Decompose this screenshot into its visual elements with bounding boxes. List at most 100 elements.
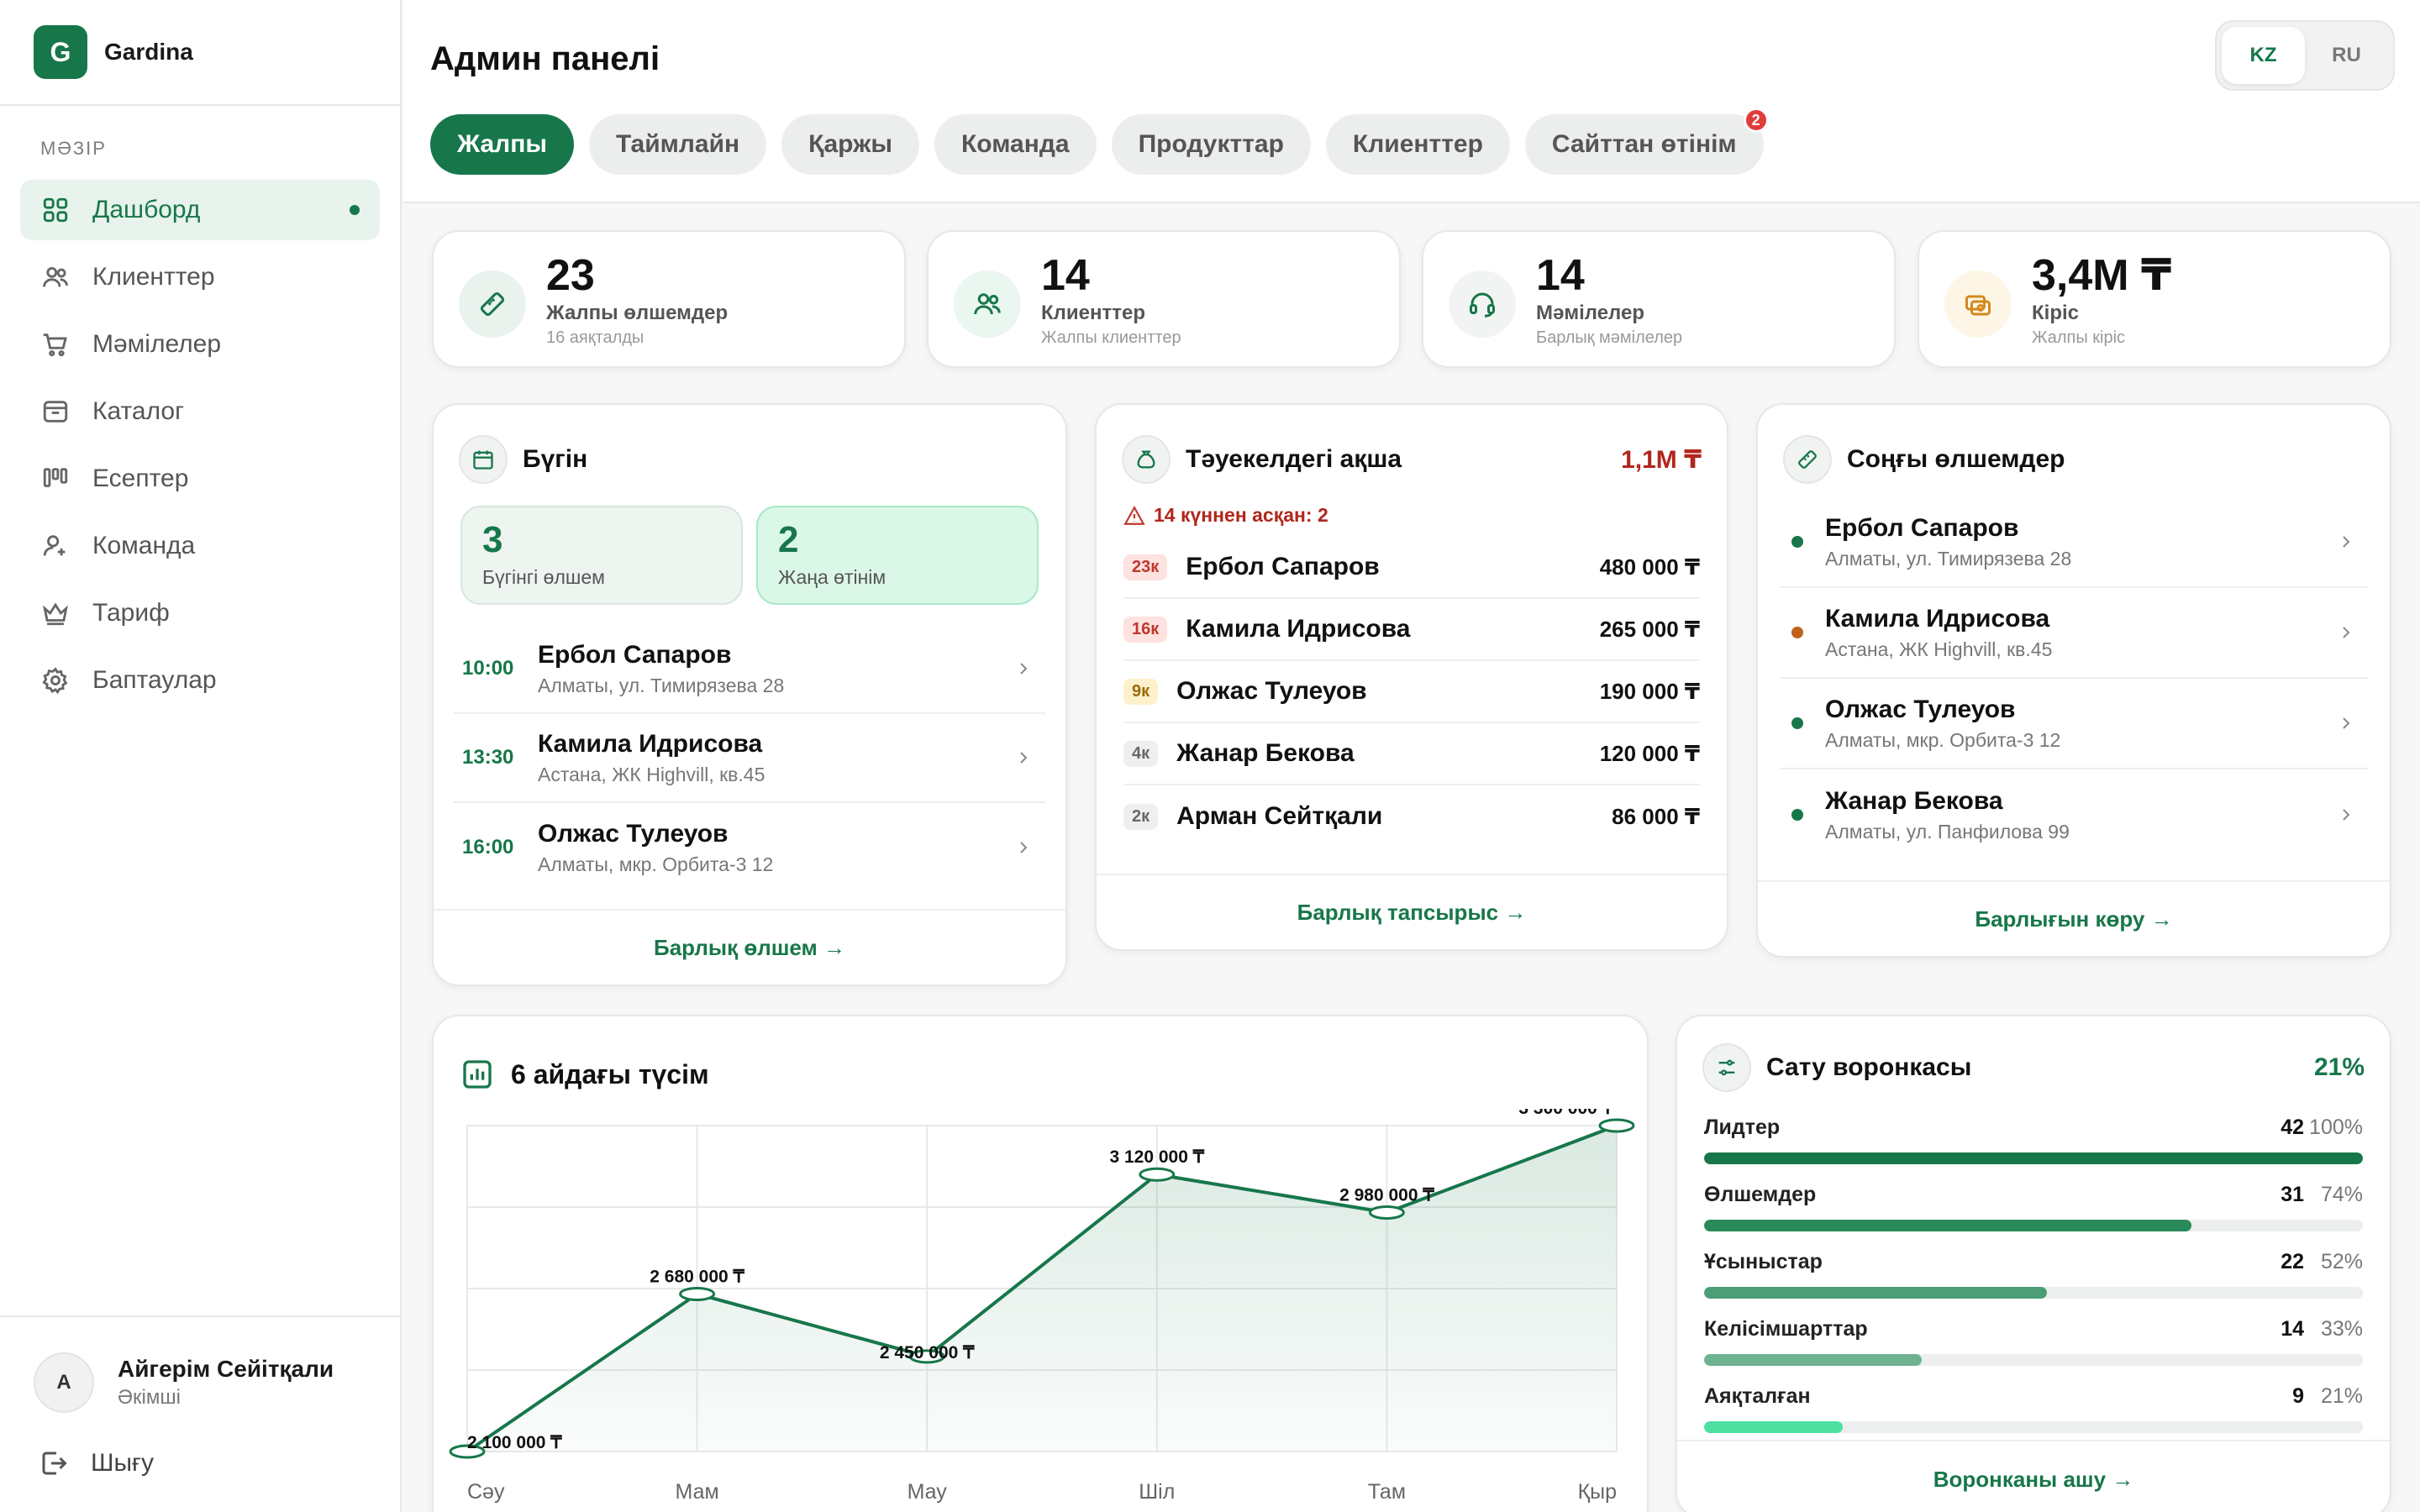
risk-row[interactable]: 16к Камила Идрисова 265 000 ₸: [1123, 599, 1700, 661]
risk-amount: 265 000 ₸: [1599, 616, 1700, 642]
recent-row[interactable]: Олжас Тулеуов Алматы, мкр. Орбита-3 12: [1780, 679, 2368, 769]
tab-timeline[interactable]: Таймлайн: [588, 114, 767, 175]
user-profile[interactable]: А Айгерім Сейітқали Әкімші: [0, 1317, 400, 1413]
x-tick-label: Мам: [675, 1480, 718, 1504]
ruler-icon: [1783, 435, 1832, 484]
risk-row[interactable]: 9к Олжас Тулеуов 190 000 ₸: [1123, 661, 1700, 723]
revenue-line: [466, 1124, 1618, 1453]
sidebar-item-settings[interactable]: Баптаулар: [20, 650, 380, 711]
client-name: Олжас Тулеуов: [538, 819, 729, 848]
status-dot: [1791, 717, 1803, 729]
sidebar-item-team[interactable]: Команда: [20, 516, 380, 576]
status-dot: [1791, 627, 1803, 638]
today-summary: 3 Бүгінгі өлшем 2 Жаңа өтінім: [434, 506, 1065, 605]
logout-button[interactable]: Шығу: [0, 1413, 400, 1478]
progress-fill: [1704, 1354, 1922, 1366]
tab-label: Сайттан өтінім: [1551, 130, 1737, 158]
sidebar: G Gardina МӘЗІР Дашборд Клиенттер Мәміле…: [0, 0, 402, 1512]
progress-track: [1704, 1287, 2363, 1299]
page-title: Админ панелі: [430, 40, 660, 77]
today-measure-box[interactable]: 3 Бүгінгі өлшем: [460, 506, 743, 605]
brand[interactable]: G Gardina: [0, 0, 400, 106]
recent-row[interactable]: Жанар Бекова Алматы, ул. Панфилова 99: [1780, 769, 2368, 860]
x-tick-label: Мау: [908, 1480, 948, 1504]
tab-finance[interactable]: Қаржы: [781, 114, 919, 175]
stat-sub: Жалпы клиенттер: [1041, 328, 1181, 348]
overdue-badge: 23к: [1123, 554, 1168, 580]
users-icon: [40, 262, 71, 292]
dashboard-icon: [40, 195, 71, 225]
funnel-header: Сату воронкасы 21%: [1677, 1038, 2390, 1097]
client-address: Алматы, ул. Тимирязева 28: [538, 674, 785, 696]
data-point: [1368, 1205, 1405, 1220]
today-card: Бүгін 3 Бүгінгі өлшем 2 Жаңа өтінім 10:0…: [432, 403, 1067, 986]
card-title: 6 айдағы түсім: [511, 1058, 709, 1089]
stat-card-revenue[interactable]: 3,4M ₸ Кіріс Жалпы кіріс: [1918, 230, 2391, 368]
stage-percent: 52%: [2320, 1249, 2363, 1273]
funnel-stage: Келісімшарттар 14 33%: [1677, 1312, 2390, 1366]
view-all-link[interactable]: Барлығын көру →: [1758, 880, 2390, 956]
risk-row[interactable]: 2к Арман Сейтқали 86 000 ₸: [1123, 785, 1700, 848]
data-label: 2 680 000 ₸: [650, 1267, 744, 1286]
sidebar-item-tariff[interactable]: Тариф: [20, 583, 380, 643]
recent-row[interactable]: Камила Идрисова Астана, ЖК Highvill, кв.…: [1780, 588, 2368, 679]
risk-total: 1,1M ₸: [1621, 445, 1702, 474]
risk-amount: 190 000 ₸: [1599, 678, 1700, 704]
revenue-area: [467, 1126, 1617, 1452]
tab-site-requests[interactable]: Сайттан өтінім 2: [1524, 108, 1769, 175]
risk-amount: 480 000 ₸: [1599, 554, 1700, 580]
sidebar-item-dashboard[interactable]: Дашборд: [20, 180, 380, 240]
schedule-row[interactable]: 13:30 Камила Идрисова Астана, ЖК Highvil…: [454, 714, 1045, 803]
stat-card-measurements[interactable]: 23 Жалпы өлшемдер 16 аяқталды: [432, 230, 906, 368]
lang-kz-button[interactable]: KZ: [2222, 27, 2305, 84]
lang-ru-button[interactable]: RU: [2332, 44, 2361, 66]
data-point: [908, 1349, 945, 1364]
client-name: Камила Идрисова: [1825, 604, 2050, 633]
risk-row[interactable]: 4к Жанар Бекова 120 000 ₸: [1123, 723, 1700, 785]
sidebar-item-catalog[interactable]: Каталог: [20, 381, 380, 442]
sidebar-item-label: Дашборд: [92, 196, 201, 223]
schedule-row[interactable]: 16:00 Олжас Тулеуов Алматы, мкр. Орбита-…: [454, 803, 1045, 892]
tab-general[interactable]: Жалпы: [430, 114, 574, 175]
stage-percent: 100%: [2309, 1115, 2363, 1139]
tab-team[interactable]: Команда: [934, 114, 1097, 175]
client-name: Жанар Бекова: [1176, 739, 1355, 767]
status-dot: [1791, 536, 1803, 548]
tab-products[interactable]: Продукттар: [1111, 114, 1311, 175]
stat-card-clients[interactable]: 14 Клиенттер Жалпы клиенттер: [927, 230, 1401, 368]
stat-card-deals[interactable]: 14 Мәмілелер Барлық мәмілелер: [1422, 230, 1896, 368]
stat-sub: 16 аяқталды: [546, 328, 644, 348]
schedule-row[interactable]: 10:00 Ербол Сапаров Алматы, ул. Тимирязе…: [454, 625, 1045, 714]
all-orders-link[interactable]: Барлық тапсырыс →: [1097, 874, 1727, 949]
data-point: [1139, 1167, 1176, 1182]
stat-label: Жалпы өлшемдер: [546, 302, 729, 325]
chevron-right-icon: [2336, 532, 2356, 552]
sidebar-item-reports[interactable]: Есептер: [20, 449, 380, 509]
client-name: Олжас Тулеуов: [1825, 695, 2016, 723]
sidebar-item-label: Есептер: [92, 465, 189, 492]
progress-fill: [1704, 1152, 2363, 1164]
risk-card: Тәуекелдегі ақша 1,1M ₸ 14 күннен асқан:…: [1095, 403, 1728, 951]
tab-clients[interactable]: Клиенттер: [1325, 114, 1510, 175]
open-funnel-link[interactable]: Воронканы ашу →: [1677, 1440, 2390, 1512]
calendar-icon: [459, 435, 508, 484]
data-label: 3 300 000 ₸: [1518, 1109, 1613, 1118]
client-address: Алматы, мкр. Орбита-3 12: [1825, 728, 2061, 751]
stage-percent: 33%: [2320, 1316, 2363, 1341]
data-label: 2 100 000 ₸: [467, 1433, 562, 1452]
stage-count: 31: [2281, 1182, 2304, 1206]
recent-header: Соңғы өлшемдер: [1758, 430, 2390, 489]
money-bag-icon: [1122, 435, 1171, 484]
sidebar-item-label: Мәмілелер: [92, 330, 222, 358]
sidebar-item-clients[interactable]: Клиенттер: [20, 247, 380, 307]
new-requests-box[interactable]: 2 Жаңа өтінім: [756, 506, 1039, 605]
risk-row[interactable]: 23к Ербол Сапаров 480 000 ₸: [1123, 537, 1700, 599]
overdue-warning: 14 күннен асқан: 2: [1097, 504, 1727, 527]
stat-value: 14: [1041, 251, 1090, 300]
all-measurements-link[interactable]: Барлық өлшем →: [434, 909, 1065, 984]
client-name: Камила Идрисова: [1186, 615, 1411, 643]
recent-row[interactable]: Ербол Сапаров Алматы, ул. Тимирязева 28: [1780, 497, 2368, 588]
stat-sub: Барлық мәмілелер: [1536, 328, 1683, 348]
data-label: 2 980 000 ₸: [1339, 1185, 1434, 1205]
sidebar-item-deals[interactable]: Мәмілелер: [20, 314, 380, 375]
